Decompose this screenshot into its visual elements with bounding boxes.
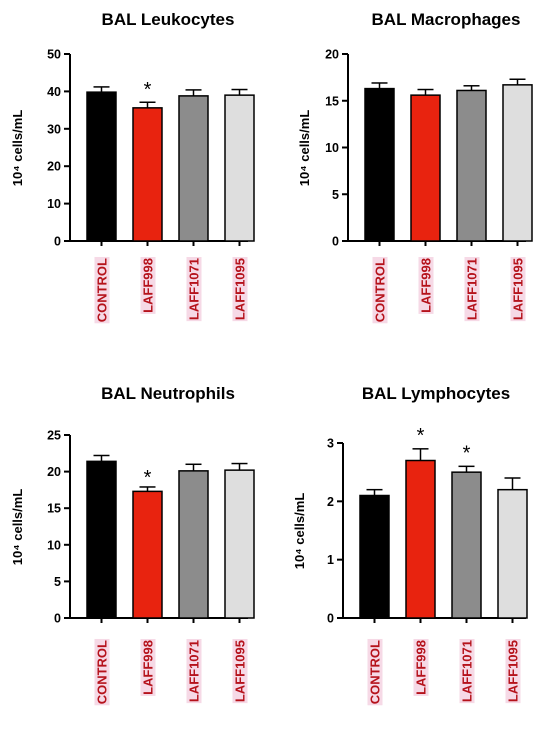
significance-marker: * (144, 467, 152, 489)
chart-title: BAL Neutrophils (101, 384, 235, 403)
y-axis-label: 10⁴ cells/mL (292, 493, 307, 570)
category-label: CONTROL (95, 640, 110, 704)
y-tick-label: 15 (325, 94, 339, 108)
y-tick-label: 10 (325, 141, 339, 155)
y-tick-label: 25 (47, 429, 61, 443)
y-tick-label: 40 (47, 85, 61, 99)
category-label-highlight (459, 639, 475, 704)
y-tick-label: 0 (327, 612, 334, 626)
bar-laff1071 (178, 470, 209, 619)
category-label-highlight (367, 638, 383, 706)
category-label: LAFF1095 (506, 640, 521, 702)
category-label-highlight (140, 257, 156, 314)
category-label: CONTROL (373, 258, 388, 322)
bar-laff998 (410, 94, 441, 242)
bar-control (364, 87, 395, 242)
category-label: LAFF1071 (187, 258, 202, 320)
y-axis-label: 10⁴ cells/mL (10, 110, 25, 187)
bar-control (86, 91, 117, 242)
y-tick-label: 10 (47, 197, 61, 211)
category-label: LAFF1095 (233, 640, 248, 702)
category-label-highlight (232, 257, 248, 322)
y-tick-label: 0 (54, 235, 61, 249)
bar-control (86, 460, 117, 619)
category-label: LAFF998 (414, 640, 429, 695)
y-tick-label: 1 (327, 553, 334, 567)
chart-title: BAL Macrophages (372, 10, 521, 29)
y-tick-label: 3 (327, 437, 334, 451)
category-label: CONTROL (95, 258, 110, 322)
chart-panel-macrophages: BAL Macrophages 10⁴ cells/mL 0 5 10 15 20 CONTR… (297, 10, 533, 324)
category-label: LAFF1071 (465, 258, 480, 320)
category-label: LAFF1095 (511, 258, 526, 320)
chart-panel-neutrophils: BAL Neutrophils 10⁴ cells/mL 0 5 10 15 20 25 CON… (10, 384, 255, 706)
category-label: LAFF998 (141, 258, 156, 313)
bar-control (359, 494, 390, 619)
category-label-highlight (418, 257, 434, 314)
significance-marker: * (463, 442, 471, 464)
y-axis-label: 10⁴ cells/mL (297, 110, 312, 187)
category-label: LAFF998 (419, 258, 434, 313)
y-tick-label: 5 (332, 188, 339, 202)
y-tick-label: 20 (325, 48, 339, 62)
significance-marker: * (144, 79, 152, 101)
category-label-highlight (232, 639, 248, 704)
y-tick-label: 0 (54, 612, 61, 626)
y-tick-label: 2 (327, 495, 334, 509)
bar-laff1095 (502, 84, 533, 242)
chart-title: BAL Leukocytes (102, 10, 235, 29)
y-tick-label: 5 (54, 575, 61, 589)
y-axis-label: 10⁴ cells/mL (10, 489, 25, 566)
category-label-highlight (94, 256, 110, 324)
bar-laff1095 (224, 94, 255, 242)
significance-marker: * (417, 425, 425, 447)
y-tick-label: 20 (47, 160, 61, 174)
category-label: LAFF1071 (460, 640, 475, 702)
category-label-highlight (372, 256, 388, 324)
y-tick-label: 0 (332, 235, 339, 249)
category-label-highlight (186, 257, 202, 322)
category-label-highlight (140, 639, 156, 696)
bar-laff998 (405, 459, 436, 619)
y-tick-label: 30 (47, 122, 61, 136)
category-label-highlight (413, 639, 429, 696)
chart-panel-lymphocytes: BAL Lymphocytes 10⁴ cells/mL 0 1 2 3 CONTROL * L… (292, 384, 528, 706)
bar-laff998 (132, 107, 163, 242)
chart-panel-leukocytes: BAL Leukocytes 10⁴ cells/mL 0 10 20 30 40 50 CON… (10, 10, 255, 324)
bar-laff1071 (451, 471, 482, 619)
category-label-highlight (186, 639, 202, 704)
y-tick-label: 15 (47, 502, 61, 516)
y-tick-label: 20 (47, 465, 61, 479)
category-label: LAFF1071 (187, 640, 202, 702)
category-label: LAFF1095 (233, 258, 248, 320)
y-tick-label: 10 (47, 538, 61, 552)
category-label: CONTROL (368, 640, 383, 704)
bar-laff1071 (178, 95, 209, 242)
category-label-highlight (94, 638, 110, 706)
bar-laff1071 (456, 89, 487, 242)
bar-laff998 (132, 490, 163, 619)
category-label-highlight (505, 639, 521, 704)
bar-laff1095 (224, 469, 255, 619)
category-label-highlight (464, 257, 480, 322)
category-label: LAFF998 (141, 640, 156, 695)
category-label-highlight (510, 257, 526, 322)
bar-laff1095 (497, 488, 528, 619)
chart-title: BAL Lymphocytes (362, 384, 510, 403)
y-tick-label: 50 (47, 48, 61, 62)
